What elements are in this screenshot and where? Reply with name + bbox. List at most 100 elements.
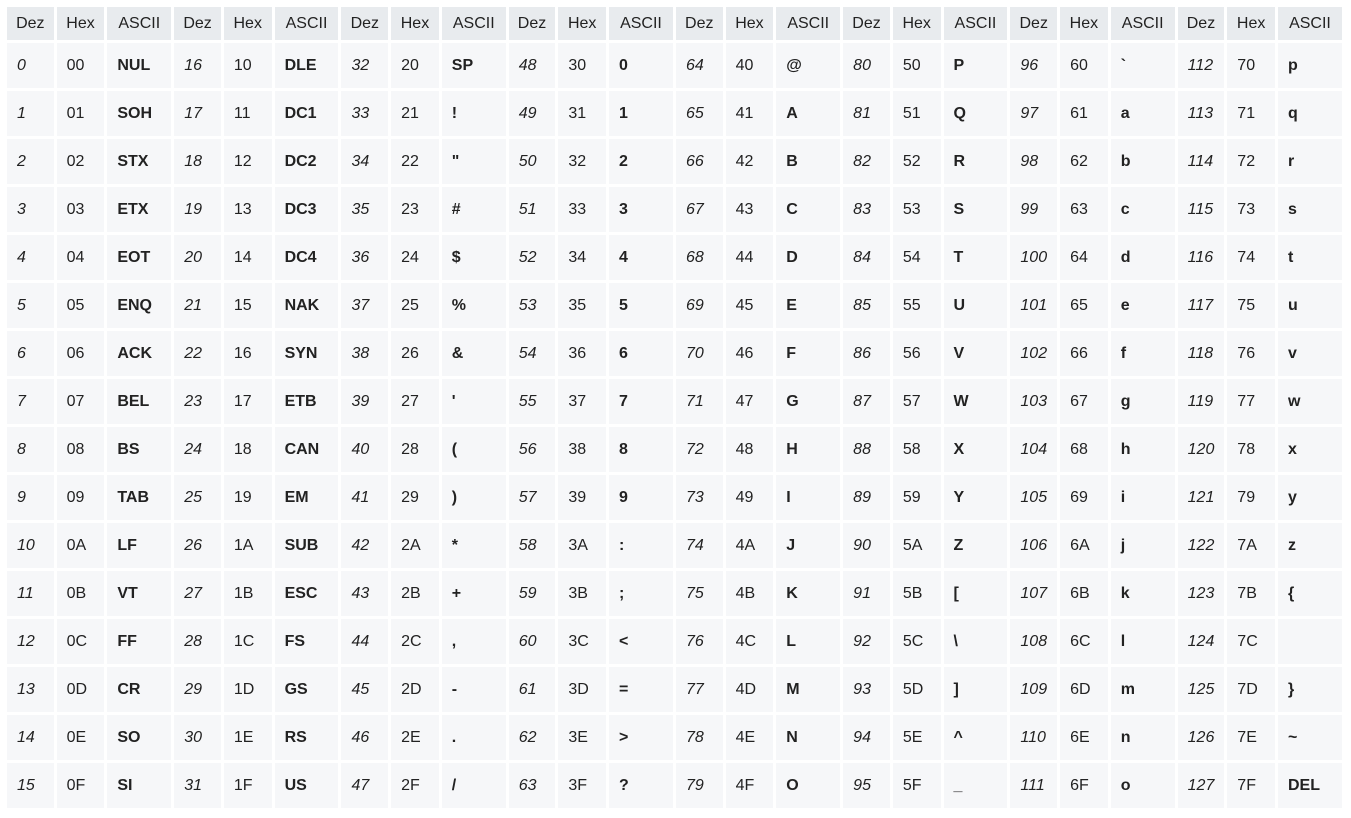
dez-cell: 90 bbox=[843, 523, 890, 568]
ascii-cell: < bbox=[609, 619, 673, 664]
hex-cell: 0A bbox=[56, 523, 105, 568]
hex-cell: 46 bbox=[725, 331, 774, 376]
hex-cell: 0F bbox=[56, 763, 105, 808]
dez-cell: 119 bbox=[1177, 379, 1225, 424]
ascii-header: ASCII bbox=[1277, 7, 1342, 40]
dez-cell: 26 bbox=[174, 523, 221, 568]
ascii-cell: 9 bbox=[609, 475, 673, 520]
ascii-cell: Q bbox=[943, 91, 1008, 136]
hex-cell: 15 bbox=[223, 283, 272, 328]
ascii-cell: DC1 bbox=[274, 91, 339, 136]
dez-cell: 76 bbox=[675, 619, 723, 664]
ascii-cell: , bbox=[441, 619, 506, 664]
ascii-cell: ( bbox=[441, 427, 506, 472]
dez-header: Dez bbox=[7, 7, 54, 40]
dez-cell: 52 bbox=[508, 235, 556, 280]
dez-cell: 120 bbox=[1177, 427, 1225, 472]
ascii-cell: SOH bbox=[107, 91, 172, 136]
ascii-cell: C bbox=[776, 187, 841, 232]
dez-cell: 2 bbox=[7, 139, 54, 184]
ascii-cell: 8 bbox=[609, 427, 673, 472]
ascii-cell: LF bbox=[107, 523, 172, 568]
hex-cell: 17 bbox=[223, 379, 272, 424]
dez-cell: 78 bbox=[675, 715, 723, 760]
ascii-cell: NAK bbox=[274, 283, 339, 328]
ascii-cell: s bbox=[1277, 187, 1342, 232]
dez-cell: 56 bbox=[508, 427, 556, 472]
hex-cell: 05 bbox=[56, 283, 105, 328]
hex-cell: 21 bbox=[391, 91, 439, 136]
hex-cell: 1C bbox=[223, 619, 272, 664]
hex-cell: 45 bbox=[725, 283, 774, 328]
ascii-cell: 7 bbox=[609, 379, 673, 424]
hex-cell: 4E bbox=[725, 715, 774, 760]
hex-cell: 75 bbox=[1227, 283, 1275, 328]
ascii-cell: = bbox=[609, 667, 673, 712]
hex-cell: 5B bbox=[892, 571, 941, 616]
dez-cell: 99 bbox=[1010, 187, 1058, 232]
hex-cell: 69 bbox=[1060, 475, 1108, 520]
ascii-cell: S bbox=[943, 187, 1008, 232]
dez-cell: 19 bbox=[174, 187, 221, 232]
dez-cell: 68 bbox=[675, 235, 723, 280]
ascii-cell: o bbox=[1110, 763, 1175, 808]
hex-cell: 2A bbox=[391, 523, 439, 568]
dez-cell: 35 bbox=[341, 187, 389, 232]
dez-cell: 32 bbox=[341, 43, 389, 88]
ascii-cell: c bbox=[1110, 187, 1175, 232]
hex-cell: 73 bbox=[1227, 187, 1275, 232]
dez-cell: 82 bbox=[843, 139, 890, 184]
ascii-header: ASCII bbox=[943, 7, 1008, 40]
ascii-cell: A bbox=[776, 91, 841, 136]
ascii-cell: SYN bbox=[274, 331, 339, 376]
ascii-cell: ` bbox=[1110, 43, 1175, 88]
ascii-cell: ) bbox=[441, 475, 506, 520]
table-row: 11 0B VT 27 1B ESC 43 2B +59 3B; 75 4B K 91 5B[107 6B k 1… bbox=[7, 571, 1342, 616]
dez-cell: 69 bbox=[675, 283, 723, 328]
hex-header: Hex bbox=[725, 7, 774, 40]
hex-cell: 44 bbox=[725, 235, 774, 280]
hex-cell: 2C bbox=[391, 619, 439, 664]
hex-cell: 16 bbox=[223, 331, 272, 376]
hex-cell: 58 bbox=[892, 427, 941, 472]
ascii-cell: X bbox=[943, 427, 1008, 472]
ascii-cell: j bbox=[1110, 523, 1175, 568]
ascii-cell: I bbox=[776, 475, 841, 520]
hex-cell: 14 bbox=[223, 235, 272, 280]
ascii-cell: CR bbox=[107, 667, 172, 712]
hex-cell: 70 bbox=[1227, 43, 1275, 88]
ascii-cell: l bbox=[1110, 619, 1175, 664]
hex-cell: 34 bbox=[558, 235, 607, 280]
hex-cell: 62 bbox=[1060, 139, 1108, 184]
dez-cell: 65 bbox=[675, 91, 723, 136]
hex-cell: 1E bbox=[223, 715, 272, 760]
hex-cell: 00 bbox=[56, 43, 105, 88]
ascii-cell: z bbox=[1277, 523, 1342, 568]
ascii-cell: : bbox=[609, 523, 673, 568]
ascii-cell: 5 bbox=[609, 283, 673, 328]
ascii-cell: y bbox=[1277, 475, 1342, 520]
hex-cell: 68 bbox=[1060, 427, 1108, 472]
ascii-header: ASCII bbox=[107, 7, 172, 40]
ascii-cell: L bbox=[776, 619, 841, 664]
dez-cell: 1 bbox=[7, 91, 54, 136]
hex-cell: 59 bbox=[892, 475, 941, 520]
dez-cell: 97 bbox=[1010, 91, 1058, 136]
ascii-cell: TAB bbox=[107, 475, 172, 520]
ascii-cell: % bbox=[441, 283, 506, 328]
hex-cell: 54 bbox=[892, 235, 941, 280]
ascii-cell: V bbox=[943, 331, 1008, 376]
hex-cell: 55 bbox=[892, 283, 941, 328]
dez-cell: 81 bbox=[843, 91, 890, 136]
hex-cell: 22 bbox=[391, 139, 439, 184]
ascii-cell: 3 bbox=[609, 187, 673, 232]
dez-cell: 8 bbox=[7, 427, 54, 472]
ascii-cell: 6 bbox=[609, 331, 673, 376]
ascii-cell: US bbox=[274, 763, 339, 808]
hex-header: Hex bbox=[391, 7, 439, 40]
dez-cell: 91 bbox=[843, 571, 890, 616]
hex-cell: 65 bbox=[1060, 283, 1108, 328]
ascii-cell: r bbox=[1277, 139, 1342, 184]
table-row: 2 02 STX 18 12 DC2 34 22 " 50 32 2 66 42 B 82 52 R 98 62 b 11… bbox=[7, 139, 1342, 184]
hex-cell: 5F bbox=[892, 763, 941, 808]
